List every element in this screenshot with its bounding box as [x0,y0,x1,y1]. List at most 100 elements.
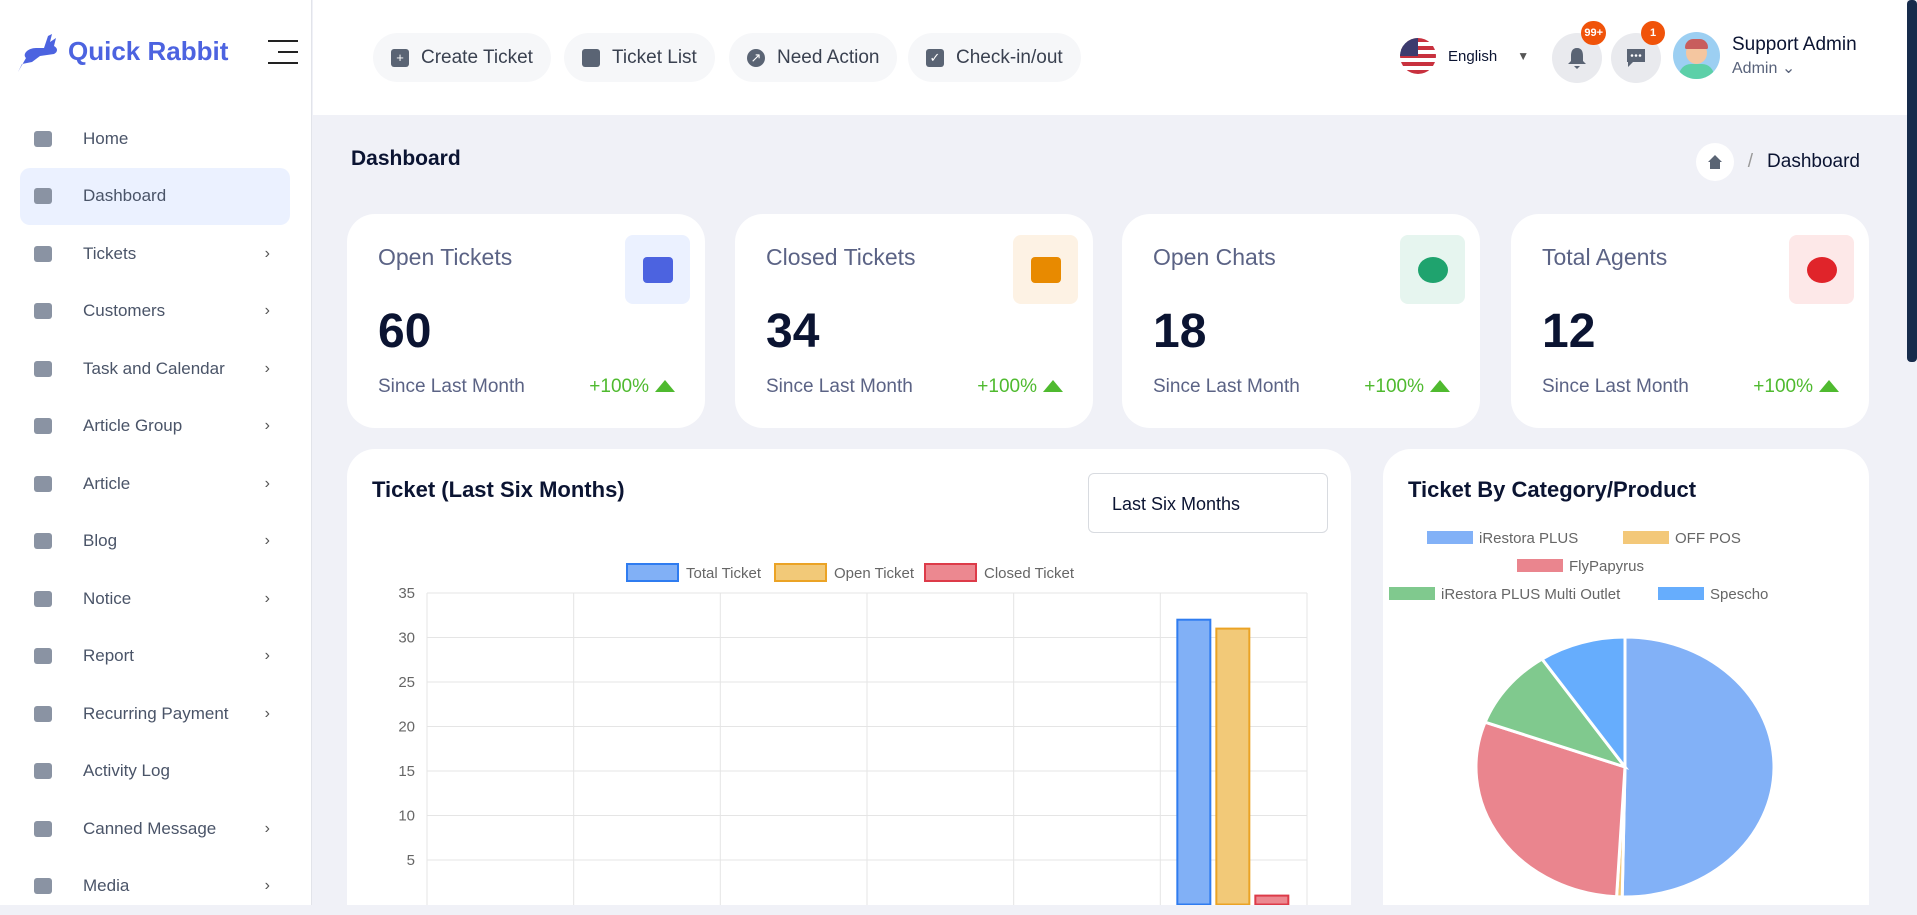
user-name: Support Admin [1732,34,1857,56]
sidebar-item-label: Activity Log [83,761,170,781]
sidebar-item-report[interactable]: Report› [20,628,290,686]
y-tick-label: 25 [398,674,415,691]
chevron-right-icon: › [265,590,270,608]
legend-label: FlyPapyrus [1569,558,1644,575]
page-title: Dashboard [351,147,461,171]
sidebar-item-label: Tickets [83,244,136,264]
bell-icon [1567,47,1587,69]
legend-swatch [1427,531,1473,544]
ticket-list-label: Ticket List [612,47,697,69]
sidebar-item-tickets[interactable]: Tickets› [20,225,290,283]
chevron-right-icon: › [265,705,270,723]
sidebar-item-canned-message[interactable]: Canned Message› [20,800,290,858]
sidebar-item-label: Article [83,474,130,494]
sidebar-item-blog[interactable]: Blog› [20,513,290,571]
sidebar-item-article-group[interactable]: Article Group› [20,398,290,456]
notifications-button[interactable]: 99+ [1552,33,1602,83]
stat-card-closed-tickets: Closed Tickets 34 Since Last Month +100% [735,214,1093,428]
stat-value: 60 [378,304,431,359]
dashboard-icon [32,186,54,206]
legend-swatch [627,564,678,581]
page-scrollbar[interactable] [1907,0,1917,905]
stat-value: 34 [766,304,819,359]
sidebar-item-label: Media [83,876,129,896]
sidebar-item-customers[interactable]: Customers› [20,283,290,341]
legend-label: Open Ticket [834,565,915,582]
stat-change-value: +100% [589,376,649,397]
arrow-up-icon [1043,380,1063,392]
messages-button[interactable]: 1 [1611,33,1661,83]
legend-label: Spescho [1710,586,1768,603]
avatar [1673,32,1720,79]
sidebar-item-article[interactable]: Article › [20,455,290,513]
sidebar-item-recurring-payment[interactable]: Recurring Payment› [20,685,290,743]
stat-card-total-agents: Total Agents 12 Since Last Month +100% [1511,214,1869,428]
chevron-right-icon: › [265,532,270,550]
sidebar-item-notice[interactable]: Notice› [20,570,290,628]
need-action-button[interactable]: ↗Need Action [729,33,897,82]
ticket-icon [625,235,690,304]
bar-open-ticket[interactable] [1216,629,1249,905]
stat-label: Total Agents [1542,244,1667,271]
trend-icon [32,761,54,781]
chevron-right-icon: › [265,647,270,665]
arrow-up-icon [655,380,675,392]
arrow-up-icon [1819,380,1839,392]
legend-swatch [1389,587,1435,600]
chevron-right-icon: › [265,877,270,895]
check-in-out-button[interactable]: ✓Check-in/out [908,33,1081,82]
document-icon [32,416,54,436]
chevron-right-icon: › [265,417,270,435]
chevron-right-icon: › [265,820,270,838]
clipboard-icon: ✓ [926,49,944,67]
user-role: Admin [1732,60,1777,77]
sidebar-item-activity-log[interactable]: Activity Log [20,743,290,801]
language-select[interactable]: English▼ [1400,38,1529,74]
category-chart-card: Ticket By Category/Product iRestora PLUS… [1383,449,1869,905]
chat-icon [1625,48,1647,68]
sidebar-item-dashboard[interactable]: Dashboard [20,168,290,226]
pie-slice-irestora-plus[interactable] [1622,637,1774,897]
sidebar-item-home[interactable]: Home [20,110,290,168]
y-tick-label: 20 [398,719,415,736]
notifications-badge: 99+ [1581,21,1606,45]
bell-icon [32,589,54,609]
create-ticket-label: Create Ticket [421,47,533,69]
bar-closed-ticket[interactable] [1255,896,1288,905]
need-action-label: Need Action [777,47,879,69]
home-icon[interactable] [1696,143,1734,181]
stat-value: 18 [1153,304,1206,359]
stat-card-open-chats: Open Chats 18 Since Last Month +100% [1122,214,1480,428]
chevron-right-icon: › [265,360,270,378]
sidebar-item-label: Home [83,129,128,149]
logo[interactable]: Quick Rabbit [14,28,228,74]
y-tick-label: 30 [398,630,415,647]
ticket-icon [582,49,600,67]
stat-since: Since Last Month [1153,376,1300,398]
stat-change-value: +100% [1364,376,1424,397]
calendar-icon [32,359,54,379]
legend-label: OFF POS [1675,530,1741,547]
bar-total-ticket[interactable] [1177,620,1210,905]
stat-since: Since Last Month [1542,376,1689,398]
y-tick-label: 10 [398,808,415,825]
sidebar-item-label: Task and Calendar [83,359,225,379]
stat-card-open-tickets: Open Tickets 60 Since Last Month +100% [347,214,705,428]
stat-change: +100% [1364,376,1450,398]
menu-toggle-icon[interactable] [268,40,298,64]
image-icon [32,876,54,896]
create-ticket-button[interactable]: +Create Ticket [373,33,551,82]
sidebar-item-media[interactable]: Media › [20,858,290,915]
user-icon [32,301,54,321]
stat-change-value: +100% [977,376,1037,397]
legend-label: Total Ticket [686,565,762,582]
caret-down-icon: ▼ [1517,49,1529,63]
ticket-icon [32,244,54,264]
sidebar-item-task-and-calendar[interactable]: Task and Calendar › [20,340,290,398]
ticket-list-button[interactable]: Ticket List [564,33,715,82]
chevron-right-icon: › [265,475,270,493]
